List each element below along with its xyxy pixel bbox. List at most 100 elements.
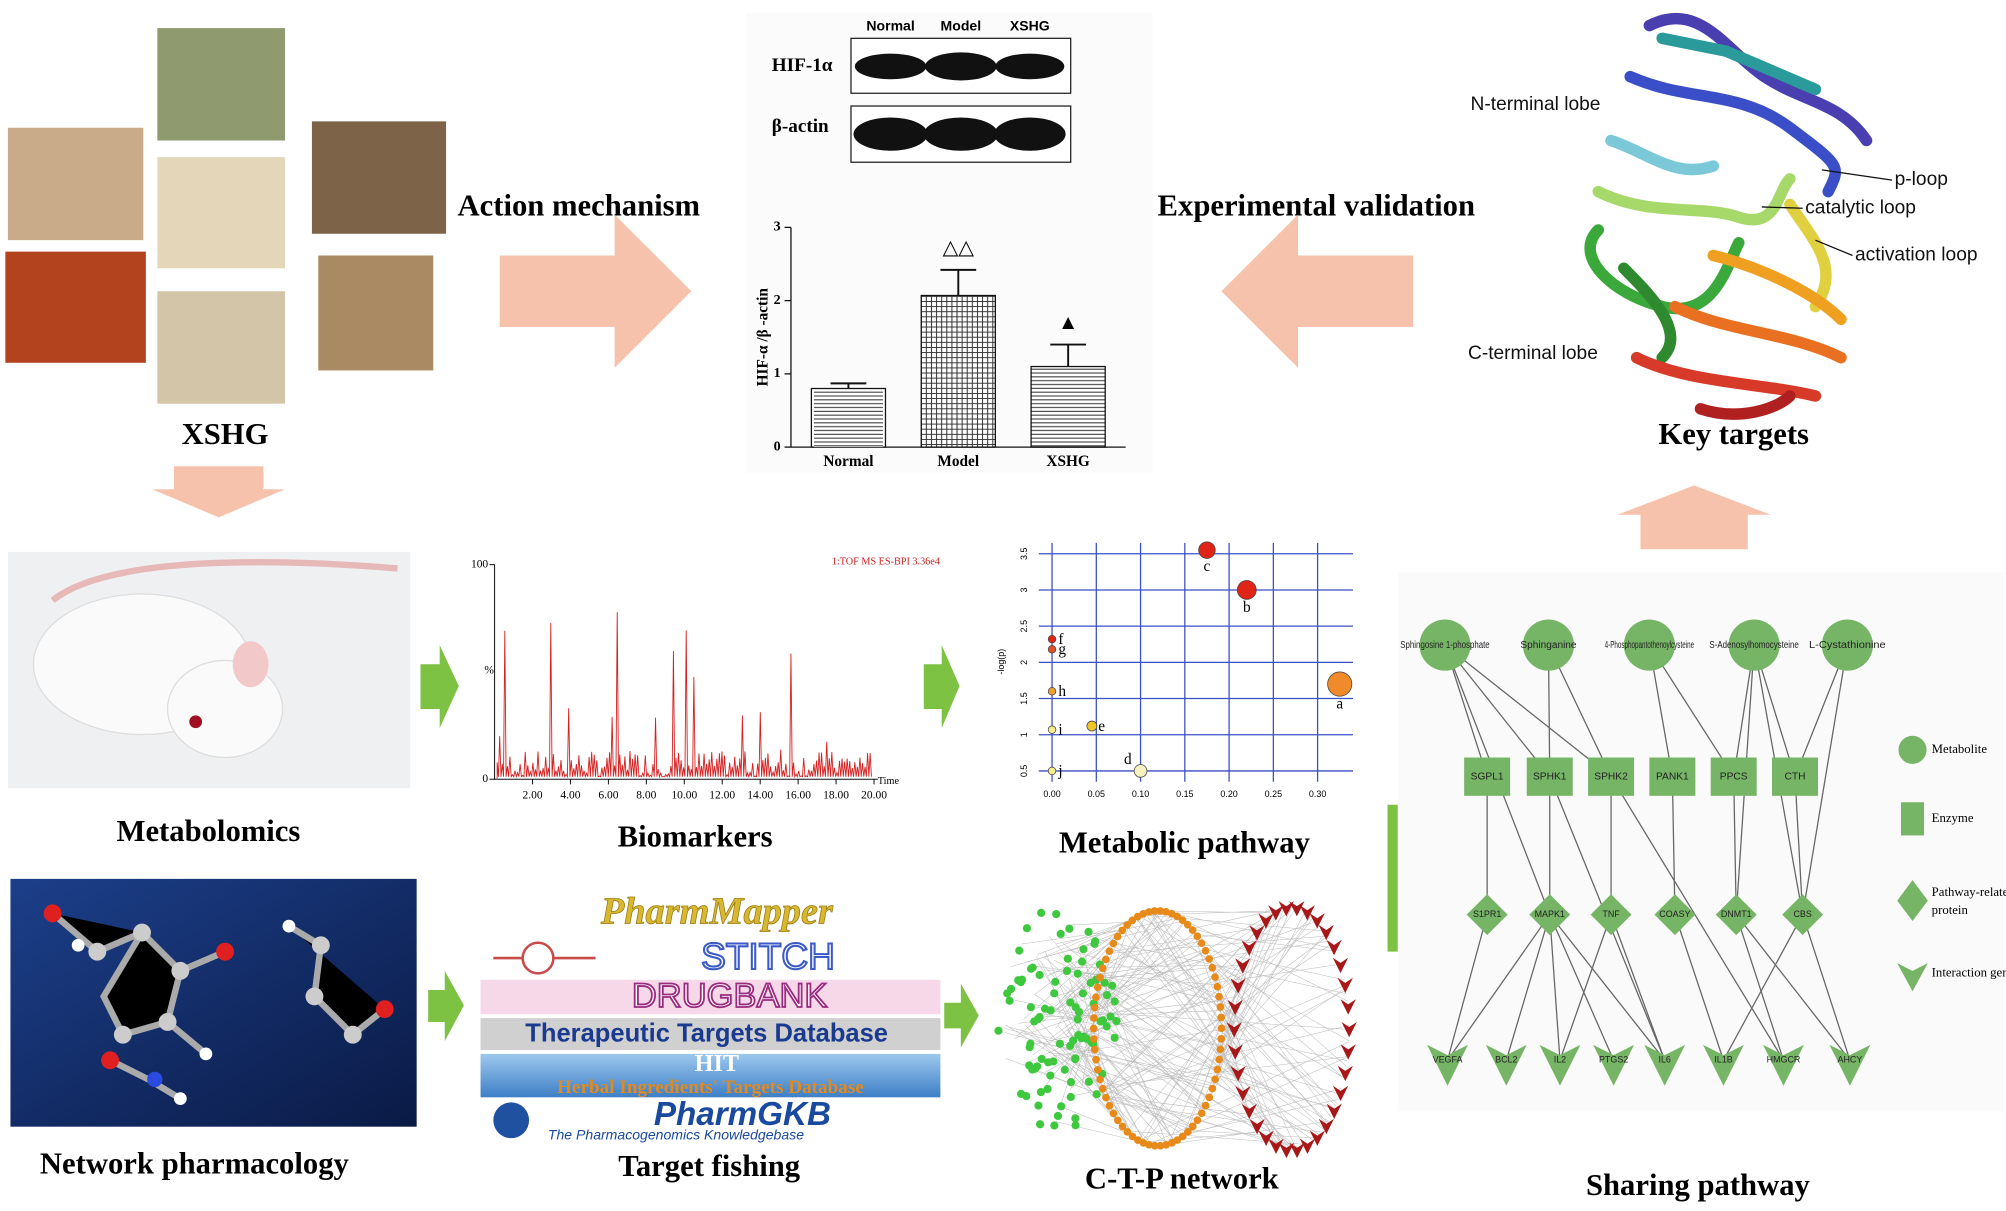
metabolite-node	[1728, 619, 1780, 671]
x-tick-label: XSHG	[1046, 453, 1089, 470]
edge	[1149, 911, 1284, 1149]
y-tick-label: 100	[471, 558, 488, 570]
compound-node	[1065, 924, 1074, 933]
section-label: Target fishing	[618, 1149, 801, 1183]
pathway-node	[1230, 1065, 1246, 1082]
node-label: SPHK2	[1594, 771, 1628, 782]
edge	[1220, 1046, 1250, 1112]
edge	[1168, 988, 1238, 1145]
pathway-node	[1227, 999, 1243, 1016]
target-node	[1193, 1116, 1202, 1125]
x-tick-label: 0.15	[1176, 789, 1193, 799]
edge	[1220, 975, 1241, 1006]
pathway-node	[1226, 1022, 1242, 1038]
edge	[1722, 914, 1804, 1061]
metabolite-node	[1821, 619, 1873, 671]
node-label: COASY	[1659, 909, 1690, 919]
pathway-node	[1235, 1085, 1251, 1102]
edge	[1140, 910, 1278, 916]
y-tick-label: 2.5	[1019, 620, 1029, 632]
node-label: AHCY	[1838, 1055, 1863, 1065]
bar	[920, 294, 996, 448]
point	[1047, 687, 1057, 696]
edge	[1089, 921, 1185, 1021]
pathway-node	[1249, 1118, 1265, 1135]
edge	[1051, 1029, 1222, 1057]
edge	[1166, 1120, 1329, 1146]
target-node	[1213, 1065, 1222, 1074]
target-node	[1128, 916, 1137, 925]
edge	[1005, 1028, 1214, 1084]
compound-node	[1033, 1015, 1043, 1024]
edge	[1085, 956, 1094, 1025]
point	[1133, 764, 1148, 778]
edge	[1610, 776, 1785, 1061]
edge	[1102, 969, 1324, 1130]
edge	[1126, 914, 1313, 1132]
y-axis-label: HIF-α /β -actin	[755, 288, 772, 387]
edge	[1043, 956, 1209, 1101]
node-label: MAPK1	[1535, 909, 1565, 919]
target-node	[1089, 1024, 1098, 1033]
edge	[1447, 914, 1551, 1061]
db-logo: The Pharmacogenomics Knowledgebase	[548, 1126, 804, 1142]
edge	[1100, 940, 1332, 975]
node-label: 4-Phosphopantothenoylcysteine	[1605, 640, 1695, 651]
target-node	[1123, 921, 1132, 929]
compound-node	[1043, 1084, 1052, 1094]
compound-node	[1035, 1120, 1045, 1129]
compound-node	[1022, 1092, 1031, 1101]
pathway-node	[1332, 1085, 1349, 1102]
pathway-node	[1326, 1103, 1342, 1119]
compound-node	[1055, 1039, 1064, 1048]
metabolite-node	[1623, 619, 1675, 671]
edge	[1097, 1069, 1259, 1129]
point	[1198, 541, 1216, 559]
edge	[1214, 916, 1270, 1081]
compound-node	[1112, 1017, 1121, 1026]
edge	[1549, 914, 1615, 1061]
target-node	[1197, 1109, 1206, 1118]
edge	[1444, 644, 1551, 778]
target-node	[1118, 1122, 1127, 1131]
node-label: Sphinganine	[1520, 640, 1577, 651]
pathway-node	[1337, 977, 1353, 994]
pathway-node	[1241, 1103, 1257, 1120]
edge	[1108, 935, 1329, 954]
y-tick-label: 1	[774, 365, 781, 381]
y-tick-label: 0	[482, 773, 488, 785]
row-label: β-actin	[772, 116, 829, 137]
compound-node	[1050, 989, 1059, 998]
target-node	[1150, 1141, 1159, 1150]
protein-label: C-terminal lobe	[1468, 343, 1598, 364]
chart-title: 1:TOF MS ES-BPI 3.36e4	[832, 556, 940, 567]
edge	[1648, 644, 1735, 778]
y-tick-label: 0.5	[1019, 765, 1029, 777]
compound-node	[1066, 998, 1075, 1007]
target-node	[1213, 982, 1222, 991]
edge	[1549, 914, 1666, 1061]
row-label: HIF-1α	[772, 55, 833, 76]
compound-node	[1062, 966, 1072, 976]
db-logo: Herbal Ingredients' Targets Database	[557, 1077, 864, 1098]
edge	[1129, 922, 1338, 1104]
protein-label: p-loop	[1895, 169, 1948, 190]
edge	[1105, 1095, 1252, 1115]
edge	[1166, 911, 1336, 950]
section-label: C-T-P network	[1085, 1162, 1279, 1196]
annotation: ▲	[1058, 312, 1078, 334]
edge	[1208, 907, 1286, 959]
ctp-network	[994, 901, 1357, 1159]
compound-node	[1056, 929, 1065, 939]
compound-node	[1049, 1057, 1058, 1066]
compound-node	[1006, 984, 1016, 994]
edge	[1794, 776, 1804, 915]
edge	[1048, 1052, 1096, 1058]
y-tick-label: 3	[774, 219, 781, 235]
edge	[1093, 1032, 1300, 1149]
target-node	[1201, 946, 1210, 955]
y-tick-label: 1.5	[1019, 692, 1029, 704]
node-label: BCL2	[1495, 1055, 1517, 1065]
x-tick-label: 18.00	[823, 789, 849, 801]
point	[1327, 671, 1353, 697]
